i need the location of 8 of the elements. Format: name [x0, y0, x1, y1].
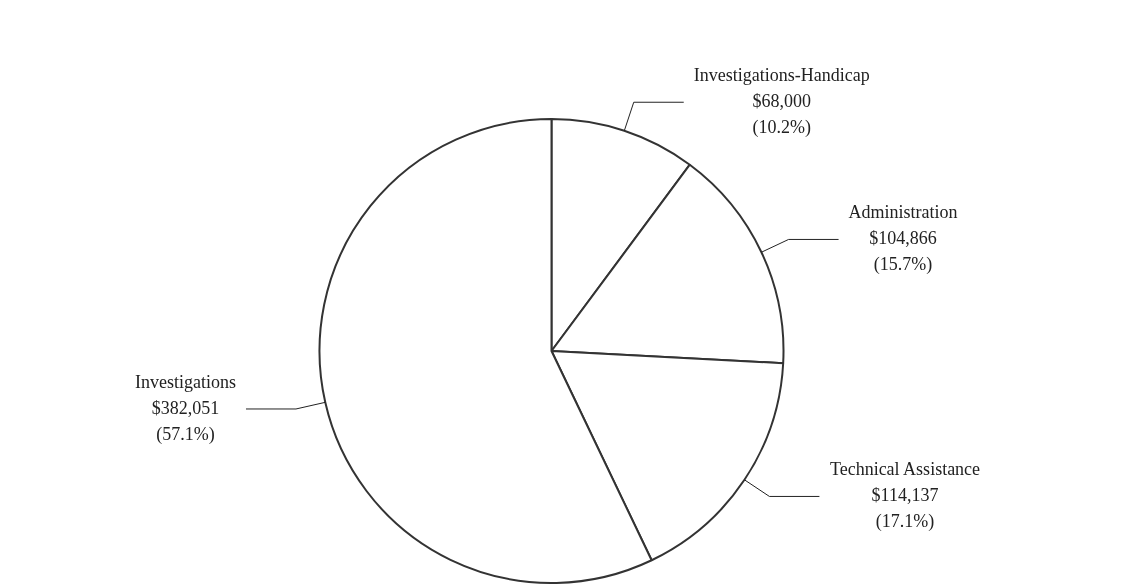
data-label: $114,137 (17.1%)	[871, 485, 939, 533]
slice-label: Investigations-Handicap	[693, 64, 870, 85]
slice-label: Technical Assistance	[829, 459, 981, 480]
data-label: $68,000 (10.2%)	[752, 90, 811, 138]
slice-label: Administration	[848, 202, 958, 223]
slice-label: Investigations	[135, 371, 236, 392]
data-label: $104,866 (15.7%)	[869, 228, 937, 276]
data-label: $382,051 (57.1%)	[151, 397, 220, 445]
